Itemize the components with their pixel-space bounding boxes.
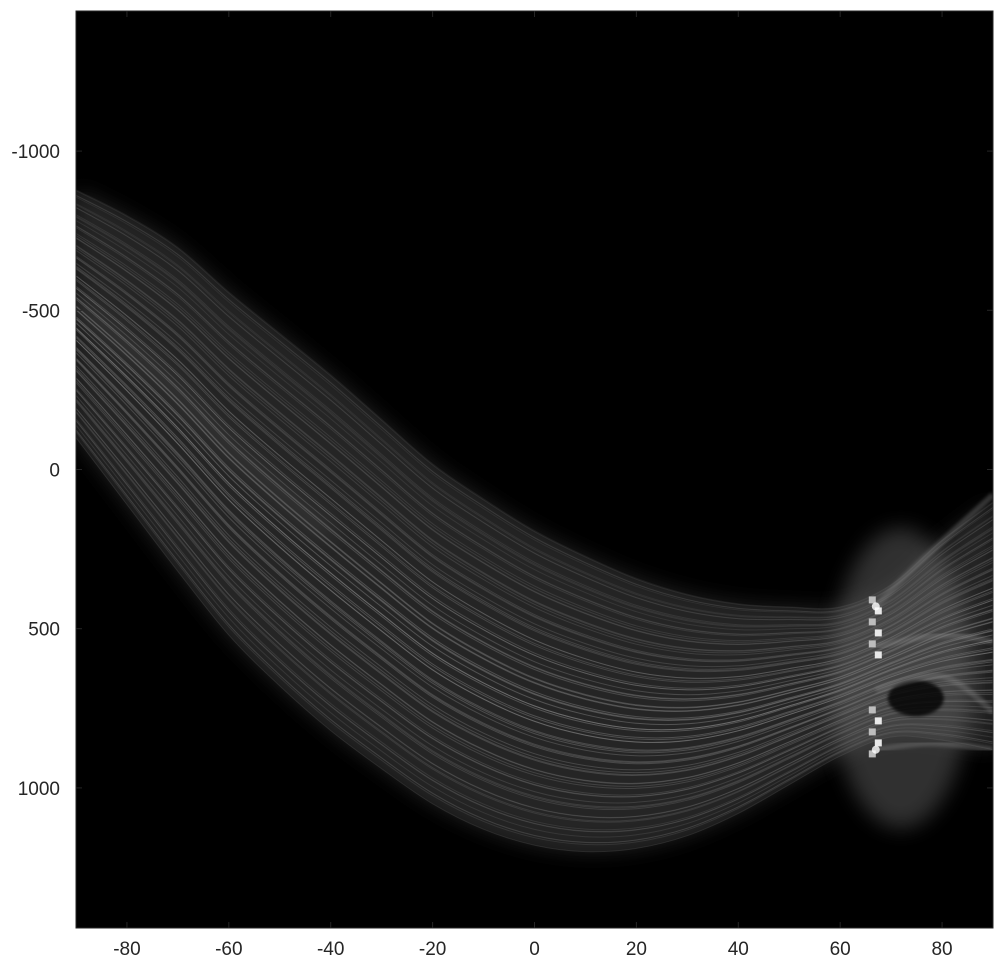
artifact-cell [868,640,876,648]
artifact-cell [874,629,882,637]
crossing-trace [875,672,993,714]
y-tick-label: -500 [22,301,60,322]
x-tick-label: -20 [419,939,446,960]
trace-line [76,429,993,844]
artifact-cell [874,739,882,747]
crossing-trace [875,740,993,753]
dark-gap [887,680,944,717]
crossing-trace [873,492,993,609]
x-tick-label: -80 [113,939,140,960]
intersection-glow [830,528,971,829]
heatmap-image [76,189,993,853]
artifact-cell [874,607,882,615]
crossing-trace [875,632,993,650]
x-tick-label: 20 [626,939,647,960]
trace-line [76,424,993,838]
y-tick-label: 0 [49,461,60,482]
artifact-cell [868,596,876,604]
tick-labels: -80 -60 -40 -20 0 20 40 60 80 -1000 -500 0 500 1000 [11,142,952,960]
axis-ticks [76,11,993,928]
artifact-cell [874,717,882,725]
ridge-glow [76,295,336,540]
x-tick-label: 0 [529,939,540,960]
artifact-cell [868,706,876,714]
peak-marker [871,602,880,611]
x-tick-label: -60 [215,939,242,960]
trace-line [76,429,993,844]
artifact-cell [868,728,876,736]
y-tick-label: 1000 [18,779,60,800]
x-tick-label: 60 [830,939,851,960]
trace-line [76,431,993,846]
artifact-cell [874,651,882,659]
y-tick-label: -1000 [11,142,60,163]
artifact-cell [868,750,876,758]
peak-artifact-column [868,596,882,758]
x-tick-label: 80 [931,939,952,960]
peak-marker [871,745,880,754]
artifact-cell [868,618,876,626]
trace-line [76,418,993,831]
trace-line [76,437,993,853]
x-tick-label: -40 [317,939,344,960]
band-fill [76,189,993,852]
y-tick-label: 500 [28,620,60,641]
x-tick-label: 40 [728,939,749,960]
